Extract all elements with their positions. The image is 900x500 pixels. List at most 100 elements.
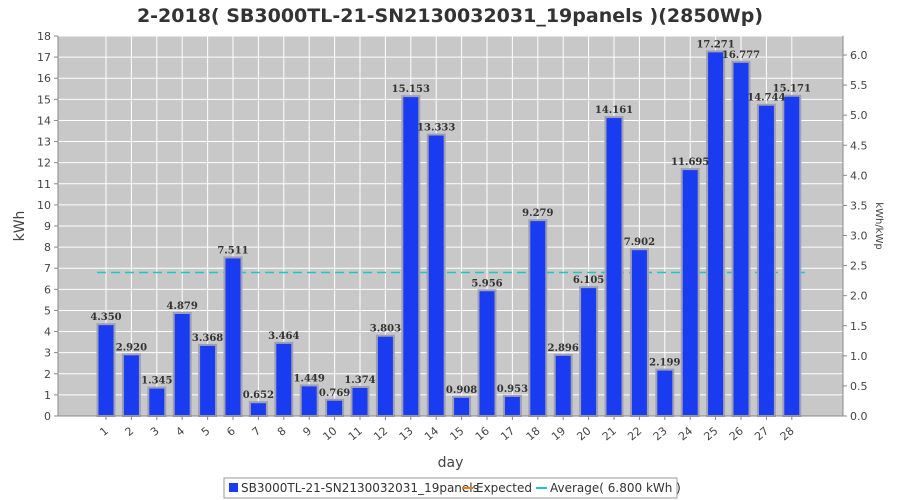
data-label-day-22: 7.902 xyxy=(624,237,655,248)
x-tick-label-27: 27 xyxy=(752,424,771,443)
y2-tick-label: 6.0 xyxy=(850,49,868,62)
bar-day-8 xyxy=(274,341,294,418)
legend-label-expected: Expected xyxy=(476,481,532,495)
bar-day-22 xyxy=(629,248,649,417)
data-label-day-12: 3.803 xyxy=(370,324,401,335)
bar-day-25 xyxy=(706,50,726,417)
y-tick-label: 2 xyxy=(44,368,51,381)
x-tick-label-25: 25 xyxy=(701,424,720,443)
y2-tick-label: 3.5 xyxy=(850,199,868,212)
bar-day-2 xyxy=(121,353,141,418)
x-tick-label-5: 5 xyxy=(199,424,213,438)
x-tick-label-14: 14 xyxy=(422,424,441,443)
bar-day-24 xyxy=(680,168,700,417)
x-tick-label-18: 18 xyxy=(524,424,543,443)
data-label-day-3: 1.345 xyxy=(141,376,172,387)
y2-tick-label: 5.5 xyxy=(850,79,868,92)
y-tick-label: 6 xyxy=(44,283,51,296)
y-tick-label: 10 xyxy=(37,199,51,212)
bars xyxy=(96,50,802,418)
bar-day-20 xyxy=(579,286,599,417)
x-tick-label-22: 22 xyxy=(625,424,644,443)
bar-day-4 xyxy=(172,311,192,418)
bar-day-3 xyxy=(147,386,167,418)
bar-day-15 xyxy=(452,395,472,418)
x-axis: 1 2 3 4 5 6 7 8 9 10 11 12 13 14 15 16 17 18 19 20 21 22 23 24 2… xyxy=(58,415,843,443)
data-label-day-20: 6.105 xyxy=(573,275,604,286)
x-axis-title: day xyxy=(438,455,464,471)
data-label-day-13: 15.153 xyxy=(392,84,430,95)
legend-box xyxy=(223,477,678,499)
bar-day-10 xyxy=(325,398,345,418)
x-tick-label-13: 13 xyxy=(397,424,416,443)
bar-day-26 xyxy=(731,60,751,418)
data-label-day-19: 2.896 xyxy=(548,343,579,354)
y2-axis-title: kWh/kWp xyxy=(873,202,884,249)
data-label-day-18: 9.279 xyxy=(522,208,553,219)
bar-day-28 xyxy=(782,94,802,418)
data-label-day-4: 4.879 xyxy=(167,301,198,312)
bar-day-21 xyxy=(604,116,624,417)
bar-day-17 xyxy=(502,394,522,417)
x-tick-label-21: 21 xyxy=(600,424,619,443)
y2-tick-label: 4.5 xyxy=(850,139,868,152)
x-tick-label-24: 24 xyxy=(676,424,695,443)
bar-day-1 xyxy=(96,323,116,417)
bar-day-6 xyxy=(223,256,243,417)
y2-tick-label: 1.5 xyxy=(850,320,868,333)
x-tick-label-19: 19 xyxy=(549,424,568,443)
x-tick-label-12: 12 xyxy=(371,424,390,443)
data-label-day-6: 7.511 xyxy=(217,245,248,256)
x-tick-label-20: 20 xyxy=(574,424,593,443)
x-tick-label-9: 9 xyxy=(300,424,314,438)
data-label-day-16: 5.956 xyxy=(471,278,502,289)
y2-tick-label: 0.5 xyxy=(850,380,868,393)
y-tick-label: 5 xyxy=(44,304,51,317)
data-label-day-10: 0.769 xyxy=(319,388,350,399)
y-tick-label: 12 xyxy=(37,157,51,170)
y-tick-label: 11 xyxy=(37,178,51,191)
y-axis-title: kWh xyxy=(12,211,28,242)
y-tick-label: 7 xyxy=(44,262,51,275)
y-tick-label: 1 xyxy=(44,389,51,402)
data-label-day-21: 14.161 xyxy=(595,105,633,116)
data-label-day-25: 17.271 xyxy=(696,39,734,50)
data-label-day-24: 11.695 xyxy=(671,157,709,168)
data-label-day-2: 2.920 xyxy=(116,342,147,353)
data-label-day-11: 1.374 xyxy=(344,375,375,386)
bar-day-27 xyxy=(756,103,776,417)
y-tick-label: 8 xyxy=(44,241,51,254)
bar-day-13 xyxy=(401,95,421,417)
x-tick-label-4: 4 xyxy=(173,424,187,438)
bar-day-9 xyxy=(299,384,319,418)
chart-title: 2-2018( SB3000TL-21-SN2130032031_19panel… xyxy=(137,5,763,27)
data-label-day-5: 3.368 xyxy=(192,333,223,344)
x-tick-label-28: 28 xyxy=(778,424,797,443)
y-tick-label: 4 xyxy=(44,326,51,339)
x-tick-label-8: 8 xyxy=(275,424,289,438)
x-tick-label-23: 23 xyxy=(651,424,670,443)
bar-day-11 xyxy=(350,385,370,418)
y-tick-label: 16 xyxy=(37,72,51,85)
data-label-day-28: 15.171 xyxy=(773,84,811,95)
data-label-day-8: 3.464 xyxy=(268,331,299,342)
y2-tick-label: 1.0 xyxy=(850,350,868,363)
legend-label-average: Average( 6.800 kWh ) xyxy=(550,481,681,495)
bar-day-14 xyxy=(426,133,446,418)
x-tick-label-7: 7 xyxy=(250,424,264,438)
y-tick-label: 14 xyxy=(37,114,51,127)
bar-day-16 xyxy=(477,289,497,417)
bar-day-12 xyxy=(375,334,395,417)
x-tick-label-26: 26 xyxy=(727,424,746,443)
y2-tick-label: 5.0 xyxy=(850,109,868,122)
y2-tick-label: 2.5 xyxy=(850,260,868,273)
bar-day-19 xyxy=(553,353,573,417)
y-tick-label: 13 xyxy=(37,136,51,149)
bar-day-18 xyxy=(528,219,548,417)
y-tick-label: 0 xyxy=(44,410,51,423)
legend-swatch-series xyxy=(229,483,238,492)
data-label-day-9: 1.449 xyxy=(294,373,325,384)
legend-label-series: SB3000TL-21-SN2130032031_19panels xyxy=(241,481,479,495)
